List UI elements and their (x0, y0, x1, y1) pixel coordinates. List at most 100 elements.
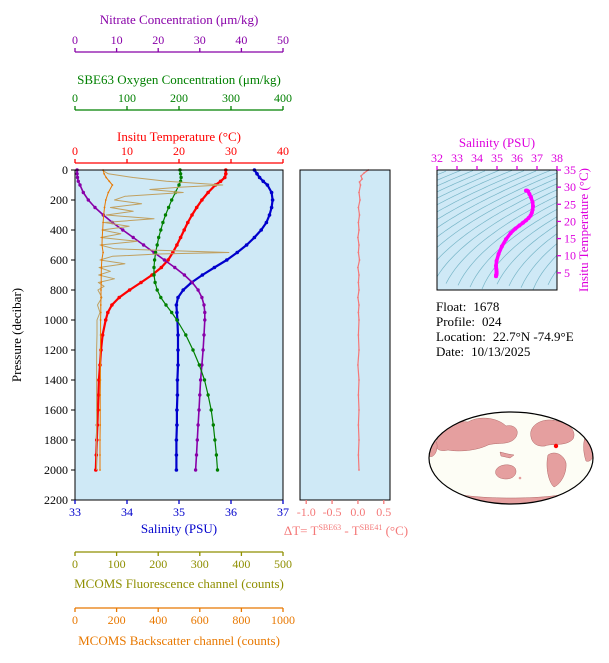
ts-diagram: 32 33 34 35 36 37 38 5 10 15 20 25 30 35 (431, 151, 576, 291)
svg-text:400: 400 (149, 613, 167, 627)
svg-text:38: 38 (551, 151, 563, 165)
svg-text:0: 0 (72, 144, 78, 158)
svg-text:400: 400 (232, 557, 250, 571)
backscatter-axis: 0 200 400 600 800 1000 (72, 607, 295, 627)
svg-text:20: 20 (152, 33, 164, 47)
svg-text:600: 600 (191, 613, 209, 627)
svg-text:40: 40 (277, 144, 289, 158)
info-location-label: Location: (436, 329, 486, 344)
delta-t-title-sup: SBE63 (318, 522, 342, 532)
info-float-label: Float: (436, 299, 467, 314)
svg-text:0.0: 0.0 (350, 505, 365, 519)
temperature-axis-title: Insitu Temperature (°C) (117, 129, 241, 144)
oxygen-axis-title: SBE63 Oxygen Concentration (μm/kg) (77, 72, 281, 87)
pressure-axis: 0 200 400 600 800 1000 1200 1400 1600 1800 2000 220… (44, 163, 75, 507)
svg-text:600: 600 (50, 253, 68, 267)
oxygen-axis: 0 100 200 300 400 (72, 91, 292, 111)
fluorescence-axis: 0 100 200 300 400 500 (72, 551, 292, 571)
svg-text:100: 100 (118, 91, 136, 105)
svg-text:32: 32 (431, 151, 443, 165)
svg-text:34: 34 (471, 151, 483, 165)
svg-text:20: 20 (173, 144, 185, 158)
svg-text:400: 400 (274, 91, 292, 105)
delta-t-axis-title: ΔT= TSBE63 - TSBE41 (°C) (284, 523, 408, 539)
svg-text:1400: 1400 (44, 373, 68, 387)
svg-text:20: 20 (564, 214, 576, 228)
svg-text:25: 25 (564, 197, 576, 211)
svg-text:0: 0 (72, 613, 78, 627)
density-contours (436, 169, 558, 290)
svg-text:15: 15 (564, 232, 576, 246)
svg-text:33: 33 (69, 505, 81, 519)
svg-text:-0.5: -0.5 (323, 505, 342, 519)
svg-text:0: 0 (72, 33, 78, 47)
info-date-value: 10/13/2025 (471, 344, 531, 359)
map-outline (428, 411, 594, 505)
svg-text:36: 36 (511, 151, 523, 165)
temperature-axis: 0 10 20 30 40 (72, 144, 289, 164)
main-profile-plot: 0 200 400 600 800 1000 1200 1400 1600 1800 2000 220… (44, 163, 284, 507)
svg-text:2000: 2000 (44, 463, 68, 477)
svg-text:5: 5 (564, 266, 570, 280)
svg-text:200: 200 (149, 557, 167, 571)
info-float-value: 1678 (473, 299, 500, 314)
backscatter-profile-series (99, 169, 114, 471)
svg-text:1200: 1200 (44, 343, 68, 357)
delta-t-title-part: - T (341, 523, 360, 539)
info-float: Float: 1678 (436, 299, 574, 314)
delta-t-title-part: (°C) (382, 523, 409, 539)
svg-text:0: 0 (72, 557, 78, 571)
svg-text:37: 37 (277, 505, 289, 519)
svg-text:0: 0 (72, 91, 78, 105)
nitrate-axis-title: Nitrate Concentration (μm/kg) (99, 12, 259, 27)
svg-text:300: 300 (222, 91, 240, 105)
info-profile: Profile: 024 (436, 314, 574, 329)
svg-text:10: 10 (111, 33, 123, 47)
delta-t-title-sup: SBE41 (359, 522, 383, 532)
svg-text:1800: 1800 (44, 433, 68, 447)
info-location: Location: 22.7°N -74.9°E (436, 329, 574, 344)
float-location-marker (553, 443, 559, 449)
svg-text:35: 35 (173, 505, 185, 519)
nitrate-profile-series (75, 168, 207, 472)
info-location-value: 22.7°N -74.9°E (492, 329, 574, 344)
svg-text:33: 33 (451, 151, 463, 165)
backscatter-axis-title: MCOMS Backscatter channel (counts) (78, 633, 280, 648)
salinity-axis: 33 34 35 36 37 (69, 500, 289, 519)
info-profile-label: Profile: (436, 314, 475, 329)
svg-text:30: 30 (194, 33, 206, 47)
svg-text:800: 800 (50, 283, 68, 297)
svg-text:34: 34 (121, 505, 133, 519)
svg-text:0.5: 0.5 (376, 505, 391, 519)
svg-text:0: 0 (62, 163, 68, 177)
delta-t-trace (357, 169, 369, 471)
ts-temperature-axis-title: Insitu Temperature (°C) (576, 168, 591, 292)
svg-text:300: 300 (191, 557, 209, 571)
svg-text:35: 35 (491, 151, 503, 165)
svg-text:1600: 1600 (44, 403, 68, 417)
svg-text:200: 200 (108, 613, 126, 627)
svg-text:50: 50 (277, 33, 289, 47)
svg-text:10: 10 (121, 144, 133, 158)
fluorescence-profile-series (96, 169, 230, 470)
pressure-axis-title: Pressure (decibar) (9, 287, 24, 383)
svg-text:30: 30 (564, 180, 576, 194)
svg-text:200: 200 (50, 193, 68, 207)
info-date: Date: 10/13/2025 (436, 344, 574, 359)
info-date-label: Date: (436, 344, 465, 359)
svg-text:1000: 1000 (271, 613, 295, 627)
delta-t-border (299, 169, 391, 501)
delta-t-title-part: ΔT= T (283, 523, 319, 539)
svg-text:10: 10 (564, 249, 576, 263)
svg-text:35: 35 (564, 163, 576, 177)
svg-text:-1.0: -1.0 (297, 505, 316, 519)
ts-salinity-axis-title: Salinity (PSU) (458, 135, 536, 150)
svg-text:36: 36 (225, 505, 237, 519)
info-profile-value: 024 (482, 314, 502, 329)
svg-text:400: 400 (50, 223, 68, 237)
float-info-block: Float: 1678 Profile: 024 Location: 22.7°N -… (436, 299, 574, 359)
svg-text:30: 30 (225, 144, 237, 158)
svg-text:40: 40 (235, 33, 247, 47)
